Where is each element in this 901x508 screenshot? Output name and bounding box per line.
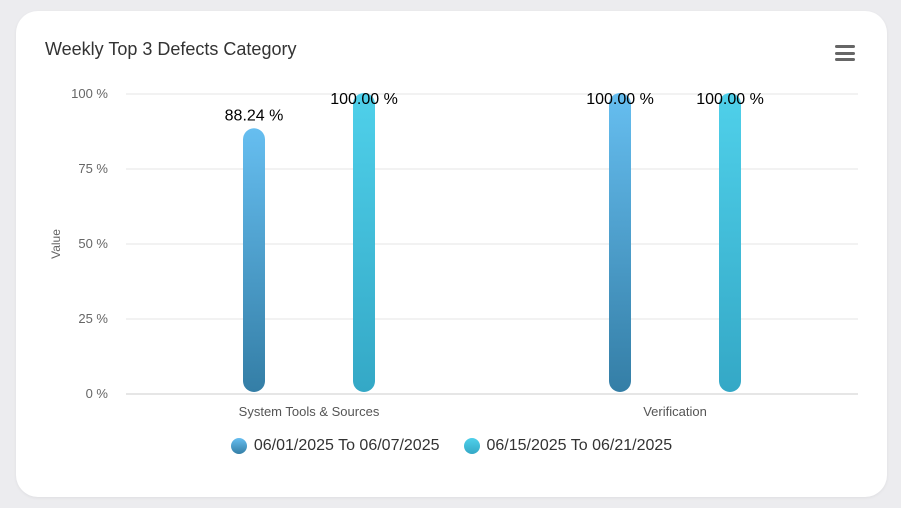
bar-series-2 [353, 93, 375, 392]
legend-marker-series-2 [463, 438, 480, 454]
legend-label-series-2: 06/15/2025 To 06/21/2025 [486, 437, 673, 454]
bar-series-2 [719, 93, 741, 392]
menu-line [835, 45, 855, 48]
x-tick-label: System Tools & Sources [239, 404, 380, 419]
data-label: 88.24 % [225, 107, 284, 124]
legend-marker-series-1 [230, 438, 247, 454]
data-label: 100.00 % [696, 91, 764, 108]
data-label: 100.00 % [330, 91, 398, 108]
menu-line [835, 51, 855, 55]
chart-card: Weekly Top 3 Defects Category 0 % 25 % 50 … [16, 11, 887, 497]
y-axis-title: Value [49, 229, 63, 259]
bar-series-1 [609, 93, 631, 392]
data-label: 100.00 % [586, 91, 654, 108]
y-tick-label: 25 % [78, 311, 108, 326]
chart-title: Weekly Top 3 Defects Category [45, 39, 297, 59]
y-tick-label: 100 % [71, 86, 108, 101]
bar-series-1 [243, 128, 265, 392]
legend-label-series-1: 06/01/2025 To 06/07/2025 [253, 437, 440, 454]
menu-line [835, 58, 855, 61]
y-tick-label: 0 % [86, 386, 109, 401]
y-tick-label: 50 % [78, 236, 108, 251]
chart-legend: 06/01/2025 To 06/07/2025 06/15/2025 To 0… [16, 437, 887, 455]
y-tick-label: 75 % [78, 161, 108, 176]
legend-item-series-2[interactable]: 06/15/2025 To 06/21/2025 [463, 437, 673, 455]
hamburger-menu-icon[interactable] [835, 45, 855, 63]
legend-item-series-1[interactable]: 06/01/2025 To 06/07/2025 [230, 437, 440, 455]
x-tick-label: Verification [643, 404, 707, 419]
bar-chart: 0 % 25 % 50 % 75 % 100 % Value System Tools & … [49, 86, 858, 419]
